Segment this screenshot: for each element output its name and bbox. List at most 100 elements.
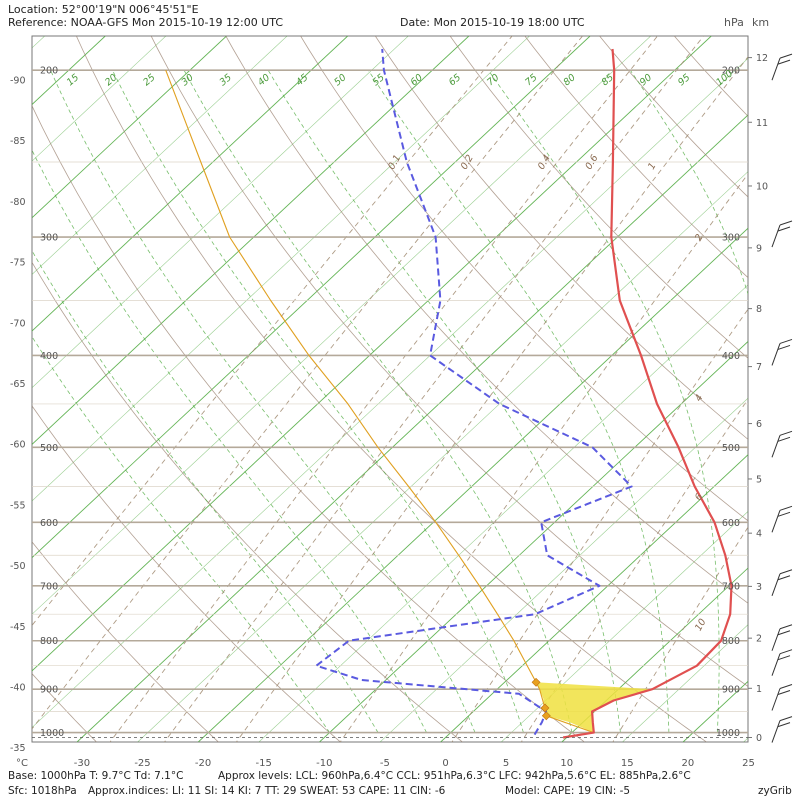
valid-date-text: Date: Mon 2015-10-19 18:00 UTC bbox=[400, 16, 585, 29]
km-tick-label: 7 bbox=[756, 362, 762, 373]
dry-adiabat-line bbox=[32, 672, 97, 742]
isotherm-line bbox=[32, 57, 748, 728]
mixing-ratio-line bbox=[339, 173, 748, 742]
isobar-label-left: 1000 bbox=[40, 728, 64, 739]
x-tick-label: -5 bbox=[380, 758, 390, 769]
left-scale-label: -80 bbox=[10, 197, 26, 208]
isotherm-line bbox=[76, 114, 748, 742]
wind-barb-feather bbox=[779, 569, 793, 575]
isobar-label-right: 200 bbox=[722, 66, 740, 77]
x-tick-label: 25 bbox=[742, 758, 755, 769]
x-tick-label: -20 bbox=[195, 758, 211, 769]
wind-barb bbox=[771, 716, 793, 743]
wind-barb-feather bbox=[779, 220, 793, 226]
temperature-profile bbox=[562, 48, 733, 739]
isobar-label-left: 700 bbox=[40, 581, 58, 592]
mixing-ratio-line bbox=[235, 56, 748, 742]
mixing-ratio-label: 1 bbox=[646, 161, 659, 172]
isobar-label-right: 800 bbox=[722, 636, 740, 647]
dry-adiabat-line bbox=[32, 104, 586, 742]
wind-barb-feather bbox=[777, 59, 791, 65]
dry-adiabat-line bbox=[32, 405, 341, 742]
plot-frame bbox=[31, 35, 749, 743]
parcel-path bbox=[165, 69, 594, 734]
sounding-profiles bbox=[32, 48, 748, 739]
isotherm-line bbox=[561, 567, 748, 742]
wind-barb bbox=[771, 430, 793, 458]
background-grid bbox=[32, 27, 800, 745]
wind-barb-staff bbox=[771, 510, 781, 533]
mixing-ratio-label: 10 bbox=[693, 617, 709, 633]
wind-barb bbox=[771, 649, 793, 676]
x-tick-label: -25 bbox=[134, 758, 150, 769]
isobar-label-left: 900 bbox=[40, 685, 58, 696]
wind-barb-feather bbox=[777, 226, 791, 232]
mixing-ratio-label: 2 bbox=[693, 232, 706, 243]
wind-barbs bbox=[771, 53, 793, 743]
isotherm-line bbox=[258, 284, 748, 742]
isobar-label-right: 300 bbox=[722, 233, 740, 244]
level-marker bbox=[531, 677, 541, 687]
km-tick-label: 3 bbox=[756, 582, 762, 593]
wind-barb-feather bbox=[777, 722, 791, 728]
mixing-ratio-line bbox=[32, 36, 513, 627]
x-tick-label: 10 bbox=[560, 758, 573, 769]
dry-adiabat-line bbox=[374, 36, 748, 440]
isotherm-line bbox=[32, 36, 712, 672]
isotherm-line bbox=[32, 36, 349, 332]
left-scale-label: -70 bbox=[10, 318, 26, 329]
wind-barb-feather bbox=[777, 436, 791, 442]
dry-adiabat-line bbox=[741, 27, 800, 745]
isotherm-line bbox=[32, 36, 591, 559]
isotherm-line bbox=[32, 36, 530, 502]
dry-adiabat-line bbox=[225, 36, 748, 604]
isobar-label-right: 500 bbox=[722, 443, 740, 454]
x-tick-label: 0 bbox=[442, 758, 448, 769]
dewpoint-profile bbox=[315, 48, 633, 736]
wind-barb bbox=[771, 53, 793, 81]
left-scale-label: -50 bbox=[10, 561, 26, 572]
wind-barb bbox=[771, 338, 793, 366]
isotherm-line bbox=[379, 397, 748, 742]
wind-barb bbox=[771, 624, 793, 651]
level-marker bbox=[541, 711, 551, 721]
isotherm-line bbox=[32, 36, 227, 219]
x-tick-label: 15 bbox=[621, 758, 634, 769]
left-scale-label: -35 bbox=[10, 743, 26, 754]
dry-adiabat-line bbox=[449, 36, 748, 359]
left-scale-label: -55 bbox=[10, 500, 26, 511]
dry-adiabat-line bbox=[32, 261, 464, 742]
wind-barb-feather bbox=[777, 690, 791, 695]
wind-barb-staff bbox=[771, 573, 781, 596]
left-scale-label: -65 bbox=[10, 379, 26, 390]
km-tick-label: 1 bbox=[756, 684, 762, 695]
isobar-label-right: 700 bbox=[722, 581, 740, 592]
isotherm-line bbox=[32, 36, 167, 162]
mixing-ratio-label: 4 bbox=[693, 393, 706, 404]
left-scale-label: -90 bbox=[10, 76, 26, 87]
wind-barb-feather bbox=[777, 630, 791, 636]
mixing-ratio-line bbox=[109, 36, 659, 742]
km-tick-label: 11 bbox=[756, 118, 768, 129]
x-tick-label: 20 bbox=[682, 758, 695, 769]
wind-barb-staff bbox=[771, 688, 781, 711]
approx-levels-text: Approx levels: LCL: 960hPa,6.4°C CCL: 95… bbox=[218, 770, 691, 782]
wind-barb-staff bbox=[771, 435, 781, 458]
dry-adiabat-line bbox=[524, 36, 748, 279]
x-tick-label: 5 bbox=[503, 758, 509, 769]
left-scale-label: -85 bbox=[10, 136, 26, 147]
isotherm-line bbox=[197, 227, 748, 742]
x-tick-label: -10 bbox=[316, 758, 332, 769]
isobar-label-left: 300 bbox=[40, 233, 58, 244]
km-tick-label: 0 bbox=[756, 733, 762, 744]
isotherm-line bbox=[440, 454, 748, 742]
isotherm-line bbox=[32, 36, 470, 445]
wind-barb-feather bbox=[779, 716, 793, 722]
dry-adiabat-line bbox=[150, 36, 748, 687]
wind-barb-feather bbox=[779, 649, 793, 655]
isotherm-line bbox=[32, 36, 409, 389]
km-tick-label: 8 bbox=[756, 304, 762, 315]
mixing-ratio-label: 6 bbox=[693, 492, 706, 503]
wind-barb-staff bbox=[771, 343, 781, 366]
wind-barb bbox=[771, 505, 793, 533]
